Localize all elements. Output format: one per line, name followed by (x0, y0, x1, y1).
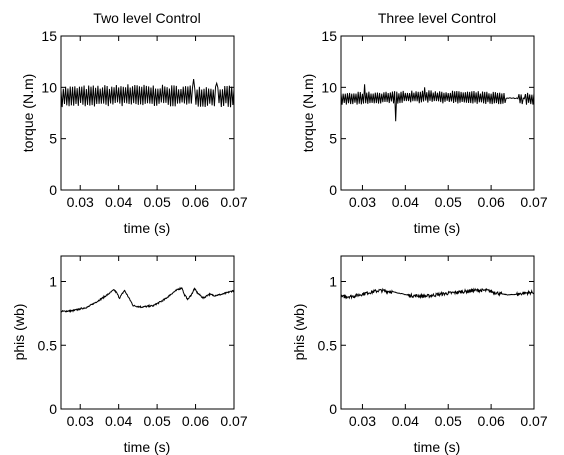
y-tick-label: 10 (41, 79, 57, 95)
x-axis-label: time (s) (414, 439, 461, 455)
x-tick-label: 0.04 (105, 413, 132, 429)
plot-frame (60, 35, 235, 191)
x-axis-label: time (s) (124, 220, 171, 236)
y-tick-label: 0 (49, 182, 57, 198)
tick-group: 0.03 0.04 0.05 0.06 0.07 0 5 10 15 (41, 28, 247, 210)
y-tick-label: 5 (329, 131, 337, 147)
series-line (60, 286, 235, 314)
plot-frame (340, 35, 535, 191)
x-tick-label: 0.05 (435, 194, 462, 210)
x-tick-label: 0.07 (520, 413, 547, 429)
y-tick-label: 0.5 (38, 337, 58, 353)
x-tick-label: 0.03 (67, 413, 94, 429)
x-tick-label: 0.06 (477, 194, 504, 210)
x-tick-label: 0.05 (435, 413, 462, 429)
y-tick-label: 5 (49, 131, 57, 147)
x-tick-label: 0.04 (105, 194, 132, 210)
x-tick-label: 0.07 (520, 194, 547, 210)
y-axis-label: phis (wb) (291, 304, 307, 361)
x-tick-label: 0.06 (477, 413, 504, 429)
y-axis-label: phis (wb) (11, 304, 27, 361)
x-tick-label: 0.03 (349, 413, 376, 429)
panel-title: Three level Control (378, 10, 496, 26)
tick-group: 0.03 0.04 0.05 0.06 0.07 0 0.5 1 (318, 256, 548, 429)
y-tick-label: 15 (321, 28, 337, 44)
x-tick-label: 0.06 (182, 413, 209, 429)
panel-torque-three-level: Three level Control time (s) torque (N.m… (300, 10, 548, 236)
series-line (340, 84, 535, 122)
y-axis-label: torque (N.m) (20, 74, 36, 153)
plot-frame (60, 255, 235, 410)
panel-title: Two level Control (93, 10, 200, 26)
tick-group: 0.03 0.04 0.05 0.06 0.07 0 0.5 1 (38, 256, 248, 429)
x-tick-label: 0.05 (143, 413, 170, 429)
y-tick-label: 1 (329, 274, 337, 290)
panel-flux-three-level: time (s) phis (wb) 0.03 0.04 0.05 0.06 0.070… (291, 255, 548, 455)
y-tick-label: 10 (321, 79, 337, 95)
y-tick-label: 1 (49, 274, 57, 290)
panel-torque-two-level: Two level Control time (s) torque (N.m) … (20, 10, 248, 236)
x-tick-label: 0.04 (392, 413, 419, 429)
x-tick-label: 0.07 (220, 194, 247, 210)
y-axis-label: torque (N.m) (300, 74, 316, 153)
x-tick-label: 0.05 (143, 194, 170, 210)
x-axis-label: time (s) (124, 439, 171, 455)
y-tick-label: 0 (329, 401, 337, 417)
y-tick-label: 0 (49, 401, 57, 417)
panel-flux-two-level: time (s) phis (wb) 0.03 0.04 0.05 0.06 0.070… (11, 255, 248, 455)
y-tick-label: 0.5 (318, 337, 338, 353)
y-tick-label: 15 (41, 28, 57, 44)
series-line (340, 287, 535, 300)
x-tick-label: 0.06 (182, 194, 209, 210)
x-axis-label: time (s) (414, 220, 461, 236)
tick-group: 0.03 0.04 0.05 0.06 0.07 0 5 10 15 (321, 28, 547, 210)
plot-frame (340, 255, 535, 410)
x-tick-label: 0.03 (349, 194, 376, 210)
series-line (60, 79, 235, 108)
y-tick-label: 0 (329, 182, 337, 198)
x-tick-label: 0.07 (220, 413, 247, 429)
x-tick-label: 0.04 (392, 194, 419, 210)
x-tick-label: 0.03 (67, 194, 94, 210)
